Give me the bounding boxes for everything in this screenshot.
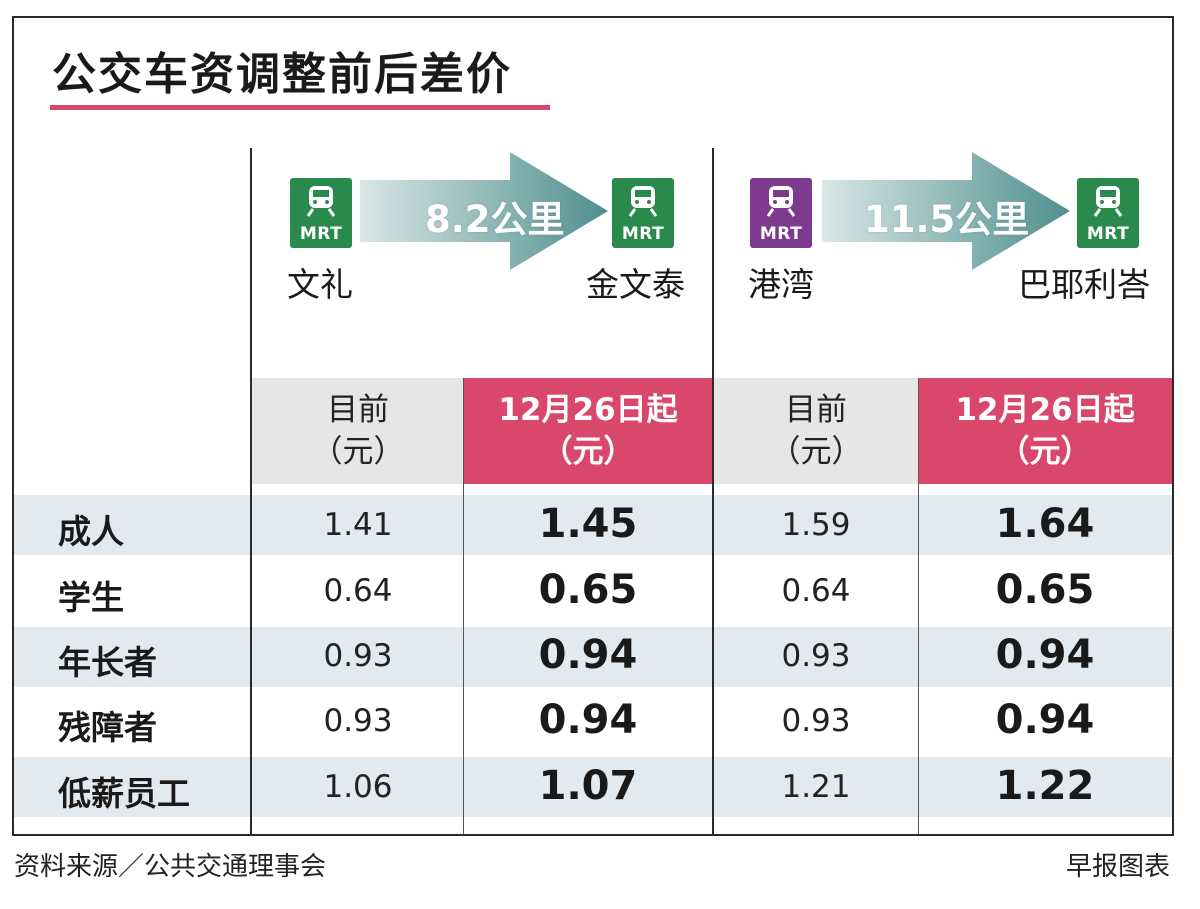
row-label-low-wage: 低薪员工 xyxy=(58,774,190,813)
row-band-2 xyxy=(14,563,1172,623)
header-current-unit: （元） xyxy=(311,434,405,470)
station-from: 港湾 xyxy=(748,265,814,304)
mrt-badge-from: MRT xyxy=(750,178,812,248)
value-r5-c2: 1.07 xyxy=(538,763,638,809)
credit-note: 早报图表 xyxy=(1065,852,1170,882)
frame-bottom-border xyxy=(12,834,1174,836)
station-to: 巴耶利峇 xyxy=(1018,265,1150,304)
train-icon xyxy=(628,186,658,217)
value-r5-c3: 1.21 xyxy=(781,769,851,805)
header-new-label: 12月26日起 xyxy=(955,392,1135,428)
row-label-senior: 年长者 xyxy=(58,643,157,682)
route-arrow-1 xyxy=(360,152,608,270)
value-r1-c4: 1.64 xyxy=(995,501,1095,547)
train-icon xyxy=(1093,186,1123,217)
mrt-label: MRT xyxy=(1086,224,1130,244)
value-r3-c2: 0.94 xyxy=(538,632,638,678)
station-to: 金文泰 xyxy=(586,265,685,304)
station-from: 文礼 xyxy=(287,265,353,304)
divider-route1 xyxy=(463,378,464,834)
divider-route2 xyxy=(918,378,919,834)
route-distance: 11.5公里 xyxy=(864,198,1030,241)
value-r4-c4: 0.94 xyxy=(995,697,1095,743)
header-current-unit: （元） xyxy=(769,434,863,470)
header-current-label: 目前 xyxy=(327,392,389,428)
header-new-2: 12月26日起 （元） xyxy=(918,378,1172,484)
value-r2-c2: 0.65 xyxy=(538,567,638,613)
mrt-badge-to: MRT xyxy=(612,178,674,248)
row-band-3 xyxy=(14,627,1172,687)
row-band-1 xyxy=(14,495,1172,555)
header-new-unit: （元） xyxy=(541,434,635,470)
title-underline xyxy=(50,105,550,110)
header-new-label: 12月26日起 xyxy=(498,392,678,428)
header-new-1: 12月26日起 （元） xyxy=(464,378,712,484)
row-label-student: 学生 xyxy=(58,578,124,617)
value-r2-c4: 0.65 xyxy=(995,567,1095,613)
train-icon xyxy=(766,186,796,217)
header-new-unit: （元） xyxy=(998,434,1092,470)
value-r4-c1: 0.93 xyxy=(323,703,393,739)
mrt-label: MRT xyxy=(621,224,665,244)
chart-frame xyxy=(12,16,1174,836)
row-label-adult: 成人 xyxy=(58,512,124,551)
row-label-disabled: 残障者 xyxy=(58,708,157,747)
value-r3-c3: 0.93 xyxy=(781,638,851,674)
value-r1-c3: 1.59 xyxy=(781,507,851,543)
value-r3-c4: 0.94 xyxy=(995,632,1095,678)
route-arrow-2 xyxy=(822,152,1070,270)
chart-title: 公交车资调整前后差价 xyxy=(52,49,512,100)
header-current-label: 目前 xyxy=(785,392,847,428)
route-distance: 8.2公里 xyxy=(425,198,565,241)
divider-left xyxy=(250,148,252,834)
value-r2-c3: 0.64 xyxy=(781,573,851,609)
source-note: 资料来源／公共交通理事会 xyxy=(14,852,327,882)
header-current-1: 目前 （元） xyxy=(252,378,464,484)
value-r3-c1: 0.93 xyxy=(323,638,393,674)
value-r5-c1: 1.06 xyxy=(323,769,393,805)
value-r5-c4: 1.22 xyxy=(995,763,1095,809)
mrt-label: MRT xyxy=(759,224,803,244)
mrt-label: MRT xyxy=(299,224,343,244)
header-current-2: 目前 （元） xyxy=(714,378,918,484)
divider-middle xyxy=(712,148,714,834)
mrt-badge-to: MRT xyxy=(1077,178,1139,248)
value-r1-c2: 1.45 xyxy=(538,501,638,547)
mrt-badge-from: MRT xyxy=(290,178,352,248)
row-band-4 xyxy=(14,691,1172,751)
row-band-5 xyxy=(14,757,1172,817)
value-r1-c1: 1.41 xyxy=(323,507,393,543)
value-r2-c1: 0.64 xyxy=(323,573,393,609)
value-r4-c2: 0.94 xyxy=(538,697,638,743)
value-r4-c3: 0.93 xyxy=(781,703,851,739)
train-icon xyxy=(306,186,336,217)
